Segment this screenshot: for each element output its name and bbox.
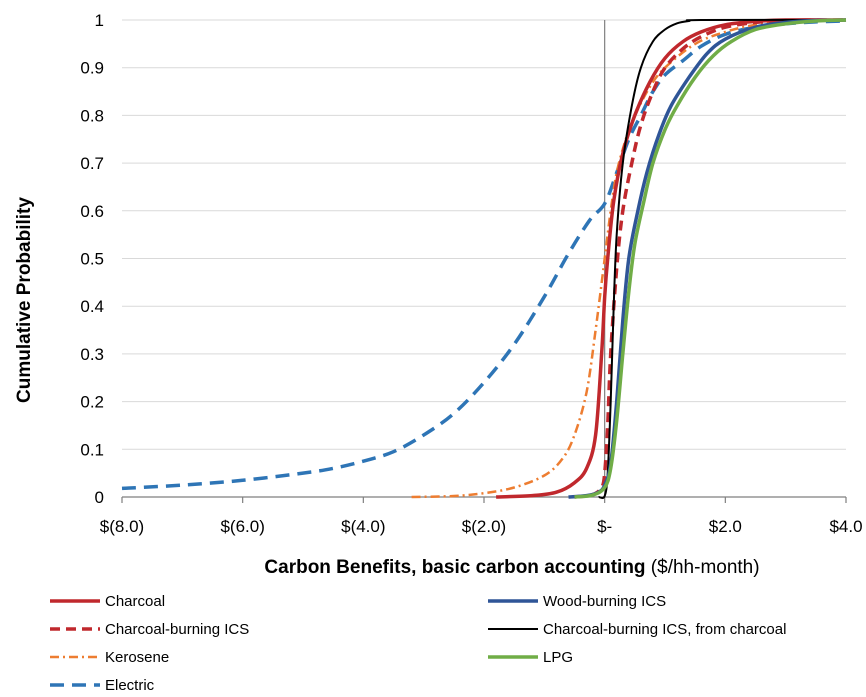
y-tick-label: 0.7 [80, 154, 104, 173]
y-tick-label: 0.6 [80, 202, 104, 221]
legend-label: Charcoal [105, 593, 165, 610]
legend: Charcoal Wood-burning ICS Charcoal-burning… [50, 593, 786, 694]
x-axis-label: Carbon Benefits, basic carbon accounting… [264, 557, 759, 578]
x-tick-label: $(8.0) [100, 517, 144, 536]
x-tick-label: $2.0 [709, 517, 742, 536]
gridlines [122, 19, 846, 450]
series-line-lpg [574, 18, 847, 499]
series-line-charcoal [496, 18, 847, 499]
y-axis-label: Cumulative Probability [14, 197, 35, 403]
series-line-charcoal-burning-ics-from-charcoal [598, 18, 847, 500]
y-tick-label: 0.4 [80, 297, 104, 316]
y-tick-label: 0.1 [80, 440, 104, 459]
legend-label: Kerosene [105, 649, 169, 666]
x-axis-label-unit: ($/hh-month) [646, 557, 760, 578]
x-tick-label: $(6.0) [220, 517, 264, 536]
x-axis-label-bold: Carbon Benefits, basic carbon accounting [264, 557, 645, 578]
x-axis-ticks: $(8.0) $(6.0) $(4.0) $(2.0) $- $2.0 $4.0 [100, 497, 863, 536]
y-tick-label: 0.2 [80, 393, 104, 412]
legend-label: LPG [543, 649, 573, 666]
y-tick-label: 0.3 [80, 345, 104, 364]
series-lines [121, 18, 847, 500]
series-line-charcoal-burning-ics [574, 18, 847, 499]
y-tick-label: 0 [95, 488, 104, 507]
y-tick-label: 1 [95, 11, 104, 30]
y-axis-ticks: 0 0.1 0.2 0.3 0.4 0.5 0.6 0.7 0.8 0.9 1 [80, 11, 104, 507]
legend-label: Electric [105, 677, 155, 694]
legend-label: Charcoal-burning ICS, from charcoal [543, 621, 786, 638]
x-tick-label: $(2.0) [462, 517, 506, 536]
x-tick-label: $4.0 [829, 517, 862, 536]
y-tick-label: 0.9 [80, 59, 104, 78]
legend-label: Charcoal-burning ICS [105, 621, 249, 638]
x-tick-label: $(4.0) [341, 517, 385, 536]
series-line-electric [121, 19, 847, 491]
x-tick-label: $- [597, 517, 612, 536]
y-tick-label: 0.5 [80, 250, 104, 269]
legend-label: Wood-burning ICS [543, 593, 666, 610]
y-tick-label: 0.8 [80, 106, 104, 125]
series-line-kerosene [411, 18, 847, 499]
